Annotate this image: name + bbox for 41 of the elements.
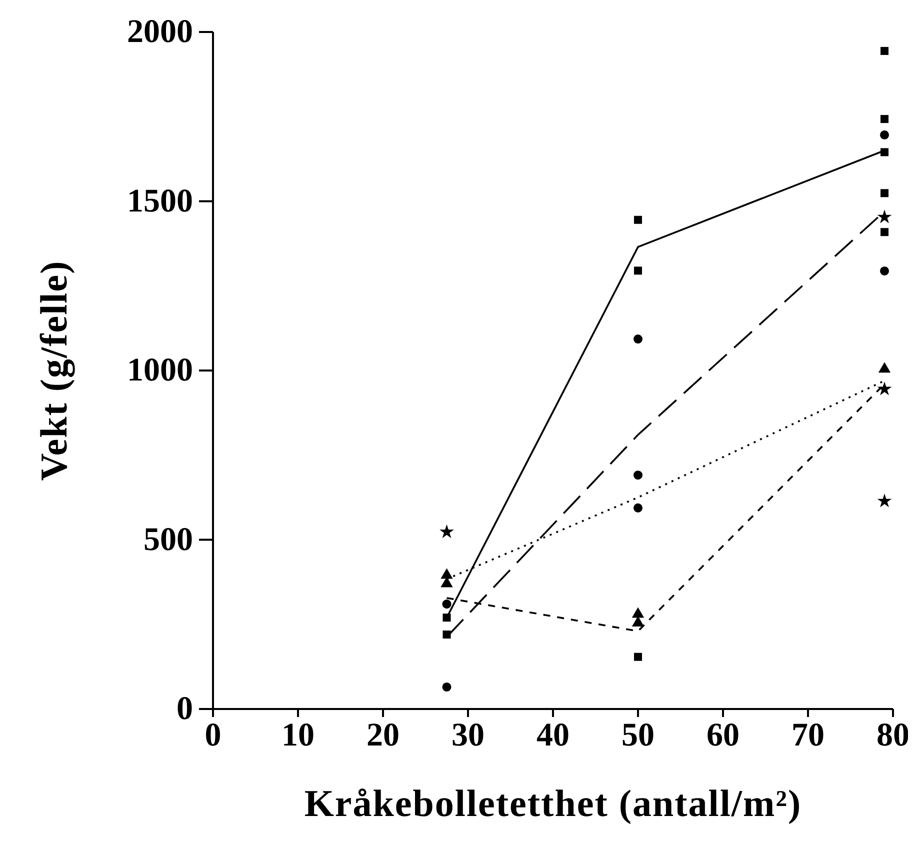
point — [880, 114, 888, 123]
x-tick-label: 10 — [282, 717, 314, 754]
x-tick-label: 40 — [536, 717, 570, 754]
x-tick-label: 60 — [706, 717, 740, 754]
x-tick-label: 20 — [366, 717, 400, 754]
point — [877, 382, 892, 396]
point — [880, 148, 888, 156]
x-tick-label: 0 — [204, 717, 222, 754]
point — [632, 607, 644, 618]
point — [877, 210, 892, 224]
point — [878, 362, 891, 373]
y-tick-label: 1500 — [127, 183, 193, 220]
point — [880, 130, 890, 140]
x-tick-label: 80 — [876, 717, 910, 754]
x-tick-label: 30 — [452, 717, 484, 754]
x-tick-label: 70 — [792, 717, 824, 754]
point — [880, 228, 888, 236]
point — [633, 503, 643, 512]
point — [440, 568, 453, 579]
point — [880, 189, 888, 198]
point — [632, 616, 644, 627]
y-axis-title: Vekt (g/felle) — [33, 260, 76, 481]
point — [633, 334, 643, 344]
y-tick-label: 2000 — [127, 14, 193, 50]
point — [440, 524, 454, 538]
point — [880, 266, 890, 276]
point — [442, 600, 452, 609]
y-tick-label: 500 — [144, 522, 193, 558]
point — [634, 216, 642, 224]
point — [442, 614, 451, 622]
y-tick-label: 1000 — [127, 352, 193, 388]
x-axis-title: Kråkebolletetthet (antall/m²) — [304, 783, 802, 825]
x-tick-label: 50 — [622, 717, 654, 754]
point — [877, 494, 892, 508]
point — [633, 470, 643, 480]
point — [634, 266, 642, 275]
point — [442, 682, 452, 692]
point — [634, 652, 642, 661]
point — [880, 46, 888, 55]
y-tick-label: 0 — [176, 691, 193, 727]
point — [442, 630, 451, 639]
